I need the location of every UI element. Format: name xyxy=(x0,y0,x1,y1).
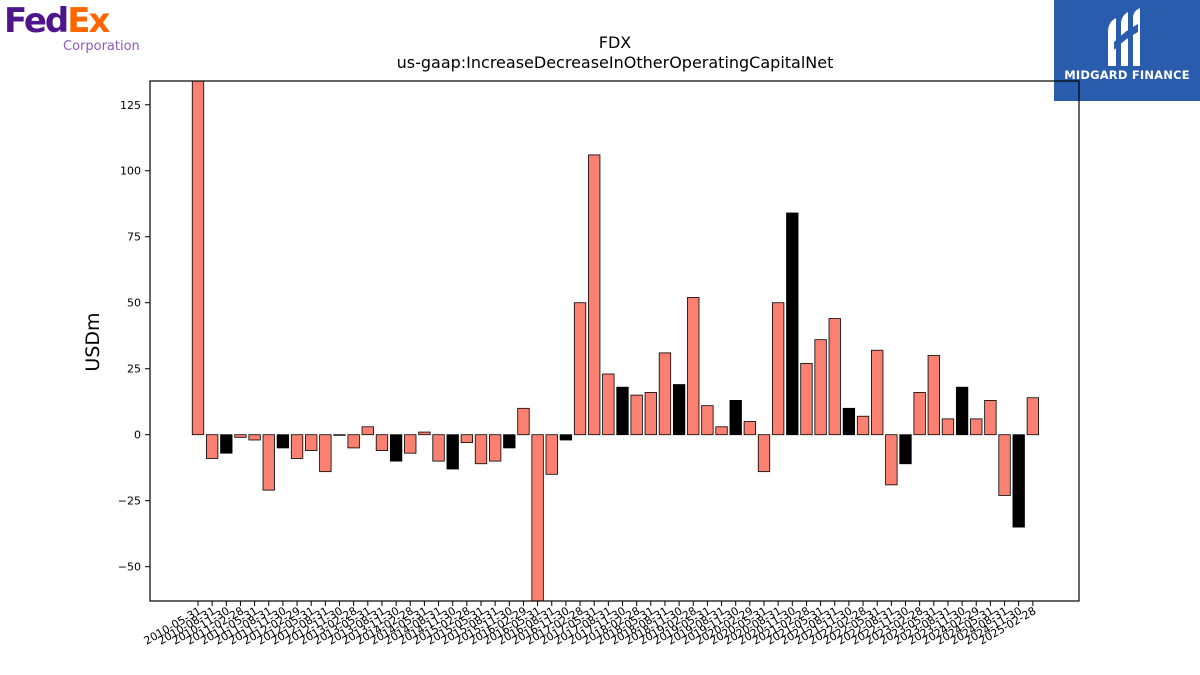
y-tick-label: 100 xyxy=(120,165,141,178)
y-tick-label: 25 xyxy=(127,363,141,376)
bar-2023-02-28 xyxy=(913,392,926,436)
bar-2017-05-31 xyxy=(588,154,601,436)
bar-2022-08-31 xyxy=(885,434,898,486)
fedex-logo: FedEx Corporation xyxy=(4,2,144,54)
bar-2021-08-31 xyxy=(828,318,841,436)
bar-2010-08-31 xyxy=(205,434,219,459)
bar-2012-08-31 xyxy=(319,434,332,473)
bar-2014-08-31 xyxy=(432,434,445,462)
chart-subtitle: us-gaap:IncreaseDecreaseInOtherOperating… xyxy=(397,53,834,72)
bar-2011-05-31 xyxy=(248,434,261,441)
bar-2011-11-30 xyxy=(276,434,290,449)
bar-2023-05-31 xyxy=(927,355,940,436)
bar-2017-08-31 xyxy=(602,373,615,436)
bar-2016-11-30 xyxy=(559,434,573,441)
bar-2011-08-31 xyxy=(262,434,275,491)
bar-2019-08-31 xyxy=(715,426,728,436)
bar-2017-11-30 xyxy=(616,386,629,436)
bar-2013-02-28 xyxy=(347,434,360,449)
fedex-wordmark: FedEx xyxy=(4,1,110,41)
bar-2011-02-28 xyxy=(234,434,247,438)
bar-2014-11-30 xyxy=(446,434,459,470)
bar-2010-11-30 xyxy=(220,434,233,454)
bar-2022-02-28 xyxy=(856,415,870,436)
bar-2021-11-30 xyxy=(842,407,856,436)
x-axis-ticks: 2010-05-312010-08-312010-11-302011-02-28… xyxy=(142,601,1038,648)
y-tick-label: −25 xyxy=(118,495,141,508)
y-tick-label: 50 xyxy=(127,297,141,310)
midgard-finance-logo: MIDGARD FINANCE xyxy=(1054,0,1200,101)
y-tick-label: 75 xyxy=(127,231,141,244)
bar-2023-11-30 xyxy=(955,386,969,436)
bar-2013-11-30 xyxy=(389,434,403,462)
bar-2025-02-28 xyxy=(1026,397,1039,436)
bar-2020-02-29 xyxy=(743,421,756,436)
bar-2024-08-31 xyxy=(998,434,1011,496)
bar-2019-11-30 xyxy=(729,399,742,436)
bar-2015-02-28 xyxy=(460,434,474,444)
bar-2018-08-31 xyxy=(658,352,672,436)
bar-2018-05-31 xyxy=(644,392,657,436)
bar-2016-08-31 xyxy=(545,434,558,475)
bar-2012-11-30 xyxy=(333,434,346,436)
bar-2021-05-31 xyxy=(814,339,827,436)
bar-2020-05-31 xyxy=(757,434,771,473)
bar-2016-02-29 xyxy=(517,407,530,436)
bar-2021-02-28 xyxy=(800,363,813,436)
midgard-finance-label: MIDGARD FINANCE xyxy=(1064,68,1190,82)
fedex-corporation-label: Corporation xyxy=(63,39,140,54)
y-tick-label: 125 xyxy=(120,99,141,112)
bar-2013-05-31 xyxy=(361,426,374,436)
chart-title: FDX xyxy=(599,33,632,52)
bar-2017-02-28 xyxy=(573,302,587,436)
bar-2020-11-30 xyxy=(786,212,799,436)
bar-2019-05-31 xyxy=(701,405,714,436)
bar-2015-11-30 xyxy=(503,434,516,449)
y-axis-label: USDm xyxy=(82,312,104,371)
bar-2015-08-31 xyxy=(488,434,502,462)
y-tick-label: 0 xyxy=(134,429,141,442)
midgard-mark-icon xyxy=(1108,8,1140,66)
bar-2018-02-28 xyxy=(630,394,643,436)
bar-2013-08-31 xyxy=(375,434,389,451)
bar-2019-02-28 xyxy=(687,297,700,436)
bar-2022-11-30 xyxy=(899,434,912,465)
bar-2016-05-31 xyxy=(531,434,544,602)
bar-2024-02-29 xyxy=(970,418,983,436)
bar-2014-02-28 xyxy=(404,434,417,454)
bar-2018-11-30 xyxy=(672,384,686,436)
fedex-wordmark-fed: Fed xyxy=(4,1,69,41)
fedex-wordmark-ex: Ex xyxy=(67,1,110,41)
bar-2020-08-31 xyxy=(772,302,785,436)
bar-2022-05-31 xyxy=(871,349,884,436)
y-tick-label: −50 xyxy=(118,561,141,574)
bar-2023-08-31 xyxy=(941,418,955,436)
plot-area-frame xyxy=(149,80,1080,602)
bars-group xyxy=(191,80,1039,602)
bar-2012-02-29 xyxy=(290,434,304,459)
bar-2024-11-30 xyxy=(1012,434,1025,528)
bar-2010-05-31 xyxy=(191,80,205,436)
y-axis-ticks: −50 −25 0 25 50 75 100 125 xyxy=(118,99,150,574)
bar-2015-05-31 xyxy=(474,434,488,465)
bar-2012-05-31 xyxy=(305,434,318,451)
bar-2014-05-31 xyxy=(418,431,431,436)
bar-2024-05-31 xyxy=(984,399,997,436)
